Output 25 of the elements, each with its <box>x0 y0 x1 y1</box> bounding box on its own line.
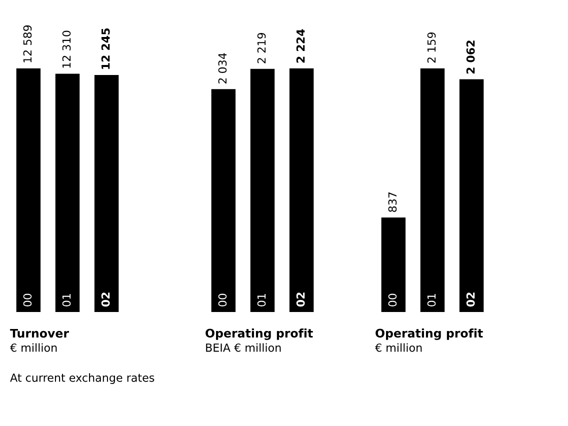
text: BEIA € million <box>206 343 281 352</box>
data-label: 12 589 <box>23 25 32 62</box>
x-tick-label: 02 <box>296 292 305 307</box>
x-tick-label: 00 <box>388 294 397 306</box>
data-label: 12 310 <box>62 30 71 68</box>
x-tick-label: 01 <box>257 294 266 306</box>
x-tick-label: 02 <box>466 292 475 307</box>
x-tick-label: 00 <box>218 294 227 306</box>
text: € million <box>375 343 422 352</box>
text: Operating profit <box>376 328 483 340</box>
data-label: 12 245 <box>101 28 110 69</box>
x-tick-label: 02 <box>101 292 110 307</box>
data-label: 2 034 <box>218 53 227 84</box>
data-label: 2 219 <box>257 32 266 64</box>
x-tick-label: 01 <box>427 294 436 306</box>
text: € million <box>10 343 57 352</box>
data-label: 2 224 <box>296 29 305 63</box>
text: Operating profit <box>206 328 313 340</box>
x-tick-label: 01 <box>62 294 71 306</box>
data-label: 837 <box>388 192 397 212</box>
data-label: 2 159 <box>427 32 436 63</box>
data-label: 2 062 <box>466 40 475 74</box>
text: At current exchange rates <box>10 373 154 384</box>
x-tick-label: 00 <box>23 294 32 306</box>
text: Turnover <box>10 328 69 338</box>
